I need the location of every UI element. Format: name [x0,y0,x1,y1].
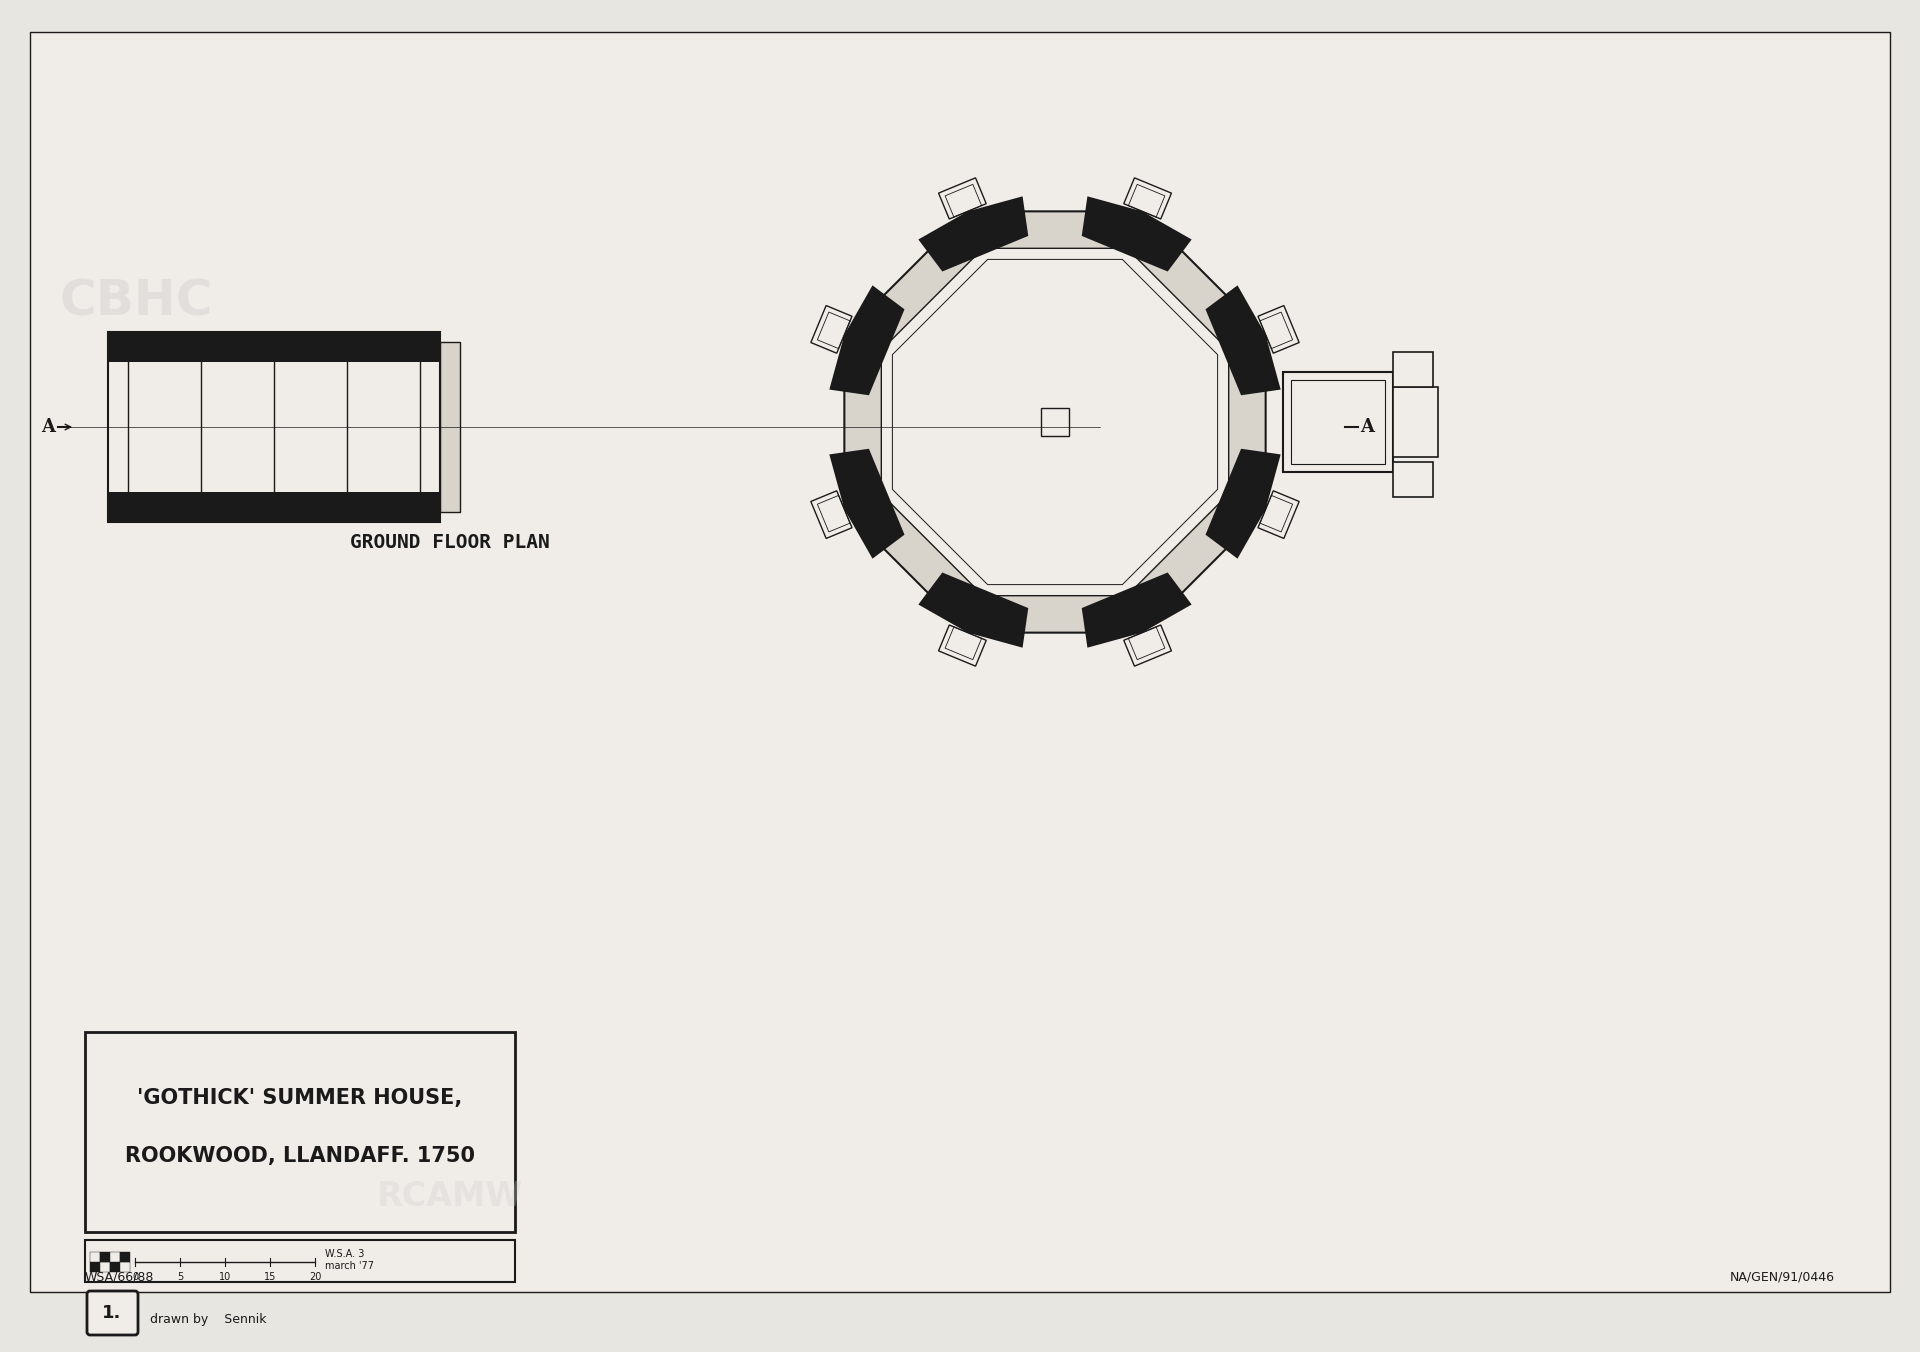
FancyBboxPatch shape [84,1240,515,1282]
Polygon shape [829,449,904,558]
Bar [109,1261,119,1272]
Polygon shape [1123,178,1171,219]
Text: drawn by    Sennik: drawn by Sennik [150,1314,267,1326]
Bar [108,492,440,522]
Polygon shape [881,249,1229,596]
Polygon shape [1081,572,1192,648]
Bar [440,342,461,512]
Bar [119,1252,131,1261]
Text: 10: 10 [219,1272,230,1282]
Text: WSA/66/88: WSA/66/88 [84,1271,154,1283]
Bar [1394,387,1438,457]
FancyBboxPatch shape [86,1291,138,1334]
Text: W.S.A. 3
march '77: W.S.A. 3 march '77 [324,1249,374,1271]
Text: 0: 0 [132,1272,138,1282]
Text: A: A [40,418,56,435]
Polygon shape [939,625,987,667]
Text: 20: 20 [309,1272,321,1282]
Bar [1394,462,1432,498]
Text: GROUND FLOOR PLAN: GROUND FLOOR PLAN [349,533,549,552]
Text: CBHC: CBHC [60,279,213,326]
Text: 5: 5 [177,1272,182,1282]
Polygon shape [1258,306,1300,353]
Bar [1290,380,1384,464]
Polygon shape [845,211,1265,633]
Bar [90,1252,100,1261]
Polygon shape [1206,285,1281,395]
Polygon shape [1081,196,1192,272]
Bar [100,1252,109,1261]
Bar [90,1261,100,1272]
Polygon shape [918,196,1029,272]
Text: 15: 15 [263,1272,276,1282]
Text: NA/GEN/91/0446: NA/GEN/91/0446 [1730,1271,1836,1283]
Polygon shape [939,178,987,219]
Polygon shape [918,572,1029,648]
Bar [119,1261,131,1272]
Text: 'GOTHICK' SUMMER HOUSE,: 'GOTHICK' SUMMER HOUSE, [138,1088,463,1109]
Polygon shape [1258,491,1300,538]
Text: RCAMW: RCAMW [376,1180,522,1214]
Polygon shape [810,306,852,353]
Polygon shape [810,491,852,538]
Polygon shape [1206,449,1281,558]
FancyBboxPatch shape [31,32,1889,1293]
Bar [108,333,440,522]
Bar [109,1252,119,1261]
Bar [1394,352,1432,387]
Text: 1.: 1. [102,1303,121,1322]
Polygon shape [829,285,904,395]
Polygon shape [1123,625,1171,667]
Bar [1041,408,1069,435]
Bar [1283,372,1394,472]
Bar [108,333,440,362]
Text: A: A [1359,418,1375,435]
Text: ROOKWOOD, LLANDAFF. 1750: ROOKWOOD, LLANDAFF. 1750 [125,1146,474,1165]
Bar [100,1261,109,1272]
FancyBboxPatch shape [84,1032,515,1232]
